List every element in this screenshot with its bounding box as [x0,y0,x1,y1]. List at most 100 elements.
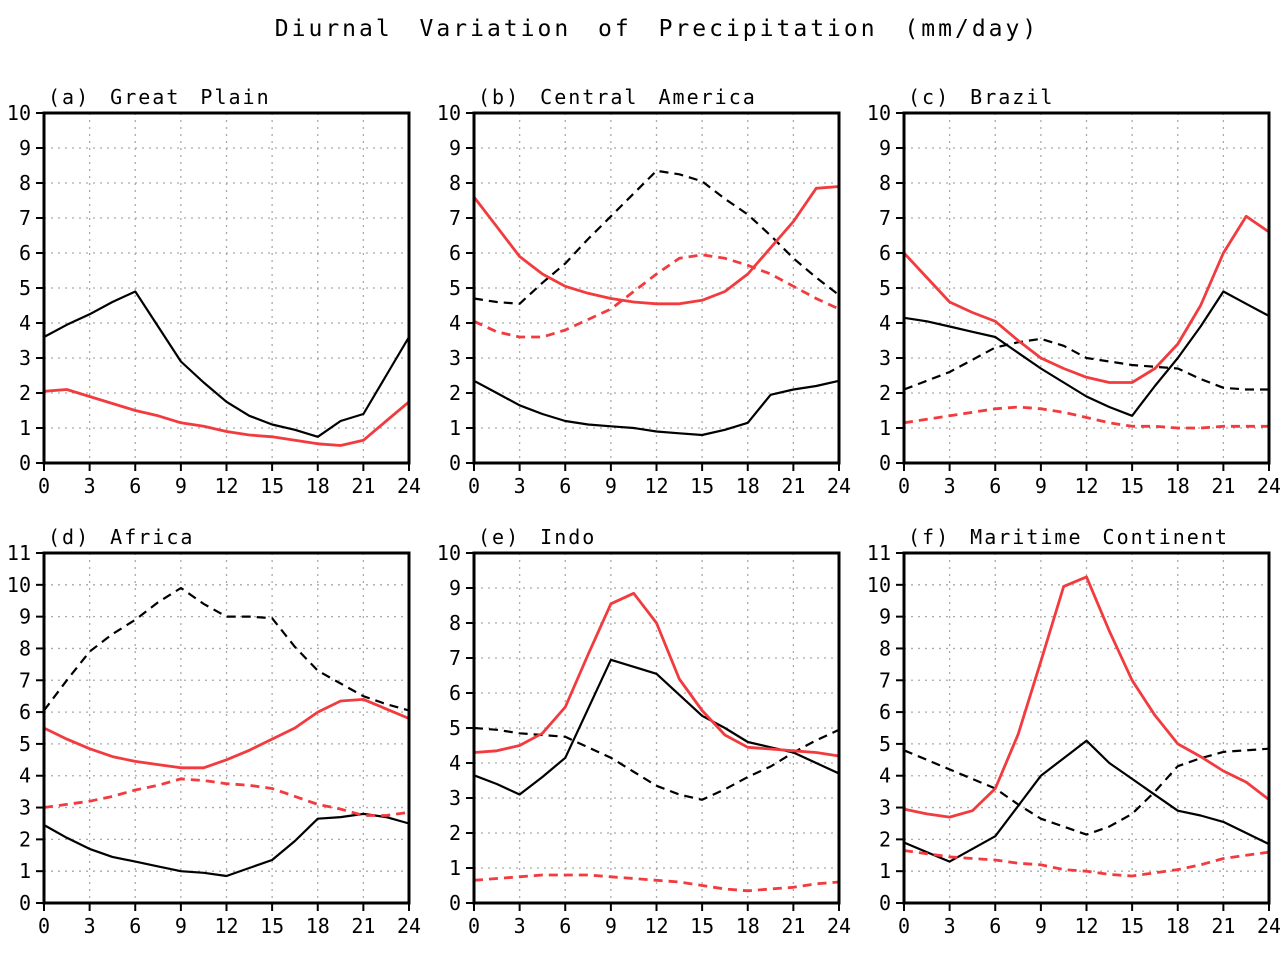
y-tick-label: 0 [879,891,891,915]
y-tick-label: 2 [19,827,31,851]
y-tick-label: 8 [19,636,31,660]
y-tick-label: 9 [19,605,31,629]
y-tick-label: 6 [449,241,461,265]
y-tick-label: 1 [449,416,461,440]
y-tick-label: 10 [7,573,31,597]
x-tick-label: 3 [944,914,956,938]
panel-title-f: (f) Maritime Continent [908,525,1229,549]
y-tick-label: 2 [879,827,891,851]
y-tick-label: 3 [19,796,31,820]
y-tick-label: 3 [449,346,461,370]
y-tick-label: 6 [19,700,31,724]
x-tick-label: 15 [690,474,714,498]
axis-ticks [466,112,840,471]
y-tick-label: 11 [7,541,31,565]
y-tick-label: 2 [19,381,31,405]
x-tick-label: 12 [214,474,238,498]
y-tick-label: 7 [449,646,461,670]
y-tick-label: 8 [449,611,461,635]
y-tick-label: 6 [879,700,891,724]
x-tick-label: 12 [644,914,668,938]
x-tick-label: 18 [306,474,330,498]
x-tick-label: 18 [1166,914,1190,938]
x-tick-label: 0 [468,474,480,498]
x-tick-label: 0 [468,914,480,938]
y-tick-label: 5 [449,276,461,300]
y-tick-label: 11 [867,541,891,565]
x-tick-label: 21 [351,914,375,938]
series-a-black-solid [43,290,410,438]
y-tick-label: 6 [19,241,31,265]
gridlines [904,113,1269,463]
x-tick-label: 21 [781,914,805,938]
y-tick-label: 7 [879,206,891,230]
y-tick-label: 4 [879,311,891,335]
x-tick-label: 12 [1074,474,1098,498]
x-tick-label: 15 [260,914,284,938]
y-tick-label: 2 [449,381,461,405]
x-tick-label: 15 [690,914,714,938]
x-tick-label: 9 [605,914,617,938]
plot-frame [902,111,1271,465]
x-tick-label: 15 [1120,914,1144,938]
plot-frame [902,551,1271,905]
y-tick-label: 8 [879,171,891,195]
y-tick-label: 8 [449,171,461,195]
x-tick-label: 9 [1035,914,1047,938]
gridlines [44,113,409,463]
series-f-red-dashed [903,849,1270,878]
x-tick-label: 9 [605,474,617,498]
y-tick-label: 1 [19,859,31,883]
x-tick-label: 24 [827,474,851,498]
x-tick-label: 9 [175,914,187,938]
x-tick-label: 6 [129,474,141,498]
x-tick-label: 24 [1257,474,1280,498]
x-tick-label: 9 [1035,474,1047,498]
y-tick-label: 9 [19,136,31,160]
x-tick-label: 21 [781,474,805,498]
gridlines [44,553,409,903]
y-tick-label: 7 [879,668,891,692]
y-tick-label: 0 [449,891,461,915]
panel-title-c: (c) Brazil [908,85,1054,109]
y-tick-label: 2 [879,381,891,405]
y-tick-label: 10 [867,101,891,125]
y-tick-label: 6 [449,681,461,705]
plot-frame [42,551,411,905]
y-tick-label: 0 [879,451,891,475]
x-tick-label: 6 [559,914,571,938]
series-c-black-solid [903,290,1270,417]
series-b-red-solid [472,185,840,306]
gridlines [474,553,839,903]
x-tick-label: 9 [175,474,187,498]
x-tick-label: 18 [1166,474,1190,498]
series-b-black-dashed [473,169,840,305]
y-tick-label: 5 [19,276,31,300]
y-tick-label: 1 [19,416,31,440]
plot-frame [472,551,841,905]
y-tick-label: 10 [7,101,31,125]
figure-title: Diurnal Variation of Precipitation (mm/d… [274,16,1040,42]
y-tick-label: 4 [19,311,31,335]
series-d-red-dashed [43,777,410,817]
y-tick-label: 5 [19,732,31,756]
series-c-red-solid [902,214,1270,384]
x-tick-label: 18 [736,914,760,938]
x-tick-label: 3 [84,914,96,938]
y-tick-label: 1 [879,859,891,883]
x-tick-label: 6 [989,914,1001,938]
series-c-black-dashed [903,337,1269,391]
y-tick-label: 8 [19,171,31,195]
panel-title-e: (e) Indo [478,525,596,549]
y-tick-label: 1 [879,416,891,440]
series-b-red-dashed [473,253,840,339]
panel-title-b: (b) Central America [478,85,757,109]
x-tick-label: 18 [736,474,760,498]
panel-title-a: (a) Great Plain [48,85,271,109]
